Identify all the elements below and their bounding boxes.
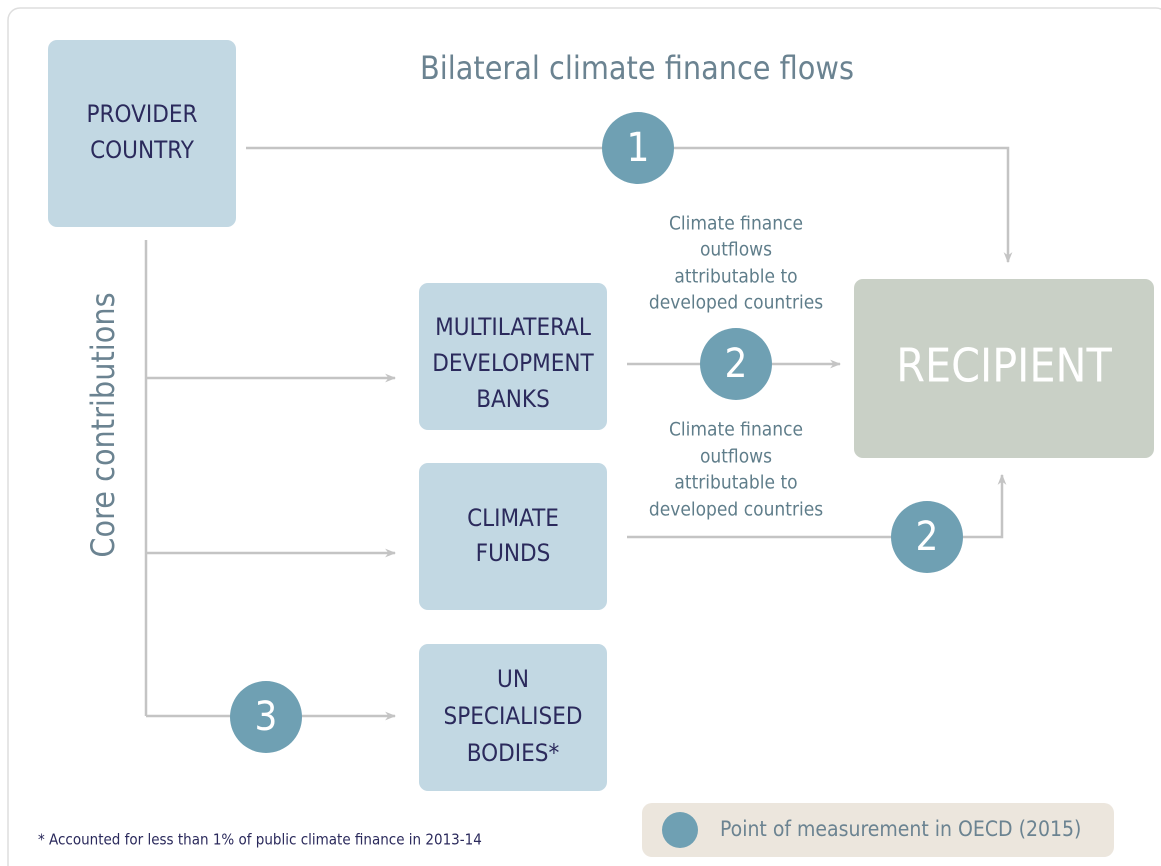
flow-bilateral: [246, 146, 1013, 264]
marker-circle: [700, 328, 772, 400]
legend-label: Point of measurement in OECD (2015): [720, 817, 1081, 841]
legend-symbol: [662, 812, 698, 848]
annotation: outflows: [700, 446, 772, 468]
node-label: RECIPIENT: [896, 339, 1112, 393]
annotation: attributable to: [674, 472, 797, 494]
annotation: Climate finance: [669, 213, 803, 235]
marker-circle: [230, 681, 302, 753]
marker-circle: [602, 112, 674, 184]
marker-label: 3: [255, 694, 278, 740]
marker-label: 1: [627, 125, 650, 171]
title: Bilateral climate finance flows: [420, 49, 854, 87]
node-label: FUNDS: [476, 539, 551, 567]
node-label: BANKS: [476, 385, 550, 413]
funds-box: [419, 463, 607, 610]
node-label: PROVIDER: [87, 100, 198, 128]
flow-funds-recipient: [627, 473, 1007, 539]
node-label: MULTILATERAL: [435, 313, 591, 341]
node-label: UN: [497, 665, 529, 693]
legend-box: [642, 803, 1114, 857]
marker-label: 2: [916, 514, 939, 560]
node-label: BODIES*: [467, 739, 560, 767]
node-label: COUNTRY: [90, 136, 195, 164]
provider-box: [48, 40, 236, 227]
un-box: [419, 644, 607, 791]
node-label: SPECIALISED: [444, 702, 583, 730]
mdb-box: [419, 283, 607, 430]
footnote: * Accounted for less than 1% of public c…: [38, 831, 482, 849]
marker-circle: [891, 501, 963, 573]
recipient-box: [854, 279, 1154, 458]
marker-label: 2: [725, 341, 748, 387]
node-label: CLIMATE: [467, 504, 559, 532]
annotation: attributable to: [674, 266, 797, 288]
node-label: DEVELOPMENT: [432, 349, 594, 377]
annotation: developed countries: [649, 499, 823, 521]
annotation: developed countries: [649, 292, 823, 314]
annotation: outflows: [700, 239, 772, 261]
frame: [7, 7, 1161, 866]
annotation: Climate finance: [669, 419, 803, 441]
side-label: Core contributions: [84, 292, 122, 557]
